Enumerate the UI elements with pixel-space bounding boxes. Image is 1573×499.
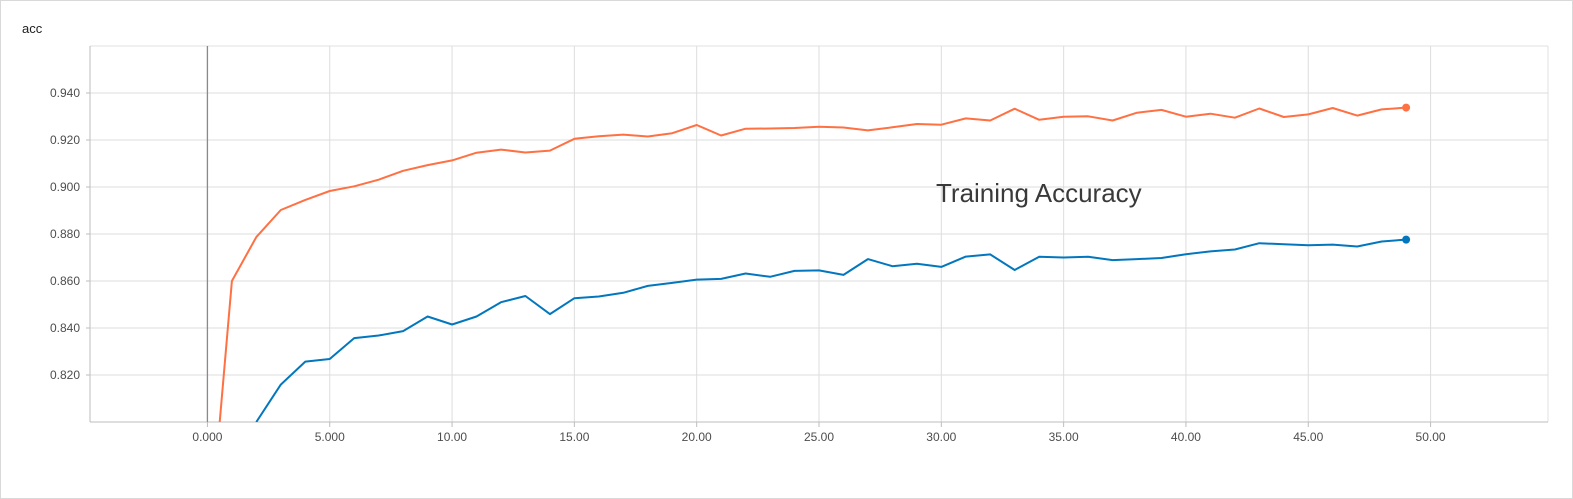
series-line-2 [255,238,1407,422]
chart-annotation: Training Accuracy [936,178,1142,208]
y-tick-label: 0.840 [50,321,80,335]
x-tick-label: 40.00 [1171,430,1201,444]
x-tick-label: 5.000 [315,430,345,444]
y-tick-label: 0.920 [50,133,80,147]
y-tick-label: 0.940 [50,86,80,100]
x-tick-label: 35.00 [1049,430,1079,444]
y-tick-label: 0.820 [50,368,80,382]
x-tick-label: 25.00 [804,430,834,444]
series-lines [218,103,1411,422]
y-tick-label: 0.880 [50,227,80,241]
y-tick-label: 0.900 [50,180,80,194]
tick-labels: 0.000 5.000 10.00 15.00 20.00 25.00 30.00 35.00… [50,86,1446,444]
x-tick-label: 30.00 [926,430,956,444]
x-tick-label: 45.00 [1293,430,1323,444]
x-tick-label: 20.00 [682,430,712,444]
x-tick-label: 50.00 [1416,430,1446,444]
panel-title: acc [22,21,43,36]
axes [86,46,1548,427]
series-end-point-1 [1402,103,1411,112]
x-tick-label: 10.00 [437,430,467,444]
grid [90,45,1549,422]
x-tick-label: 0.000 [192,430,222,444]
x-tick-label: 15.00 [559,430,589,444]
y-tick-label: 0.860 [50,274,80,288]
series-line-1 [218,106,1407,422]
series-end-point-2 [1402,235,1411,244]
